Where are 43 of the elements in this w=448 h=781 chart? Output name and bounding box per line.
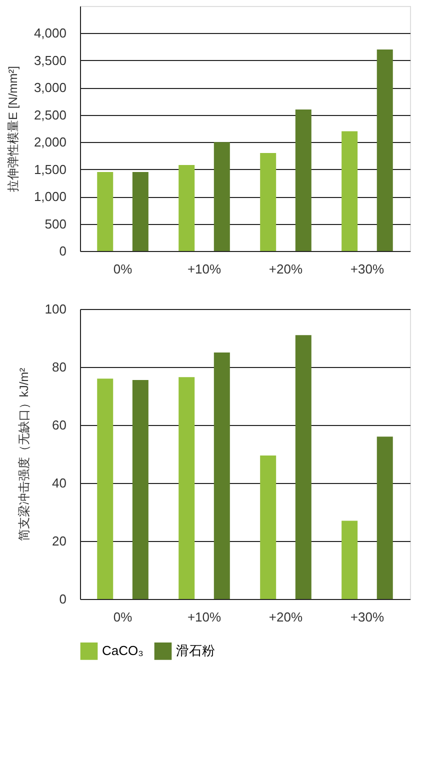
y-tick-label: 1,000 bbox=[34, 189, 66, 204]
x-tick-label: +20% bbox=[268, 610, 303, 624]
y-tick-label: 3,500 bbox=[34, 52, 66, 68]
y-tick-label: 3,000 bbox=[34, 80, 66, 96]
y-tick-label: 80 bbox=[52, 360, 66, 374]
x-tick-label: +30% bbox=[350, 610, 384, 624]
legend-label: CaCO₃ bbox=[102, 643, 144, 658]
bar bbox=[295, 109, 312, 251]
y-tick-label: 4,000 bbox=[34, 26, 66, 41]
x-tick-label: 0% bbox=[113, 262, 133, 276]
x-tick-label: 0% bbox=[113, 610, 133, 624]
bar bbox=[342, 131, 358, 251]
bar bbox=[295, 335, 312, 599]
y-tick-label: 500 bbox=[44, 216, 66, 232]
y-tick-label: 2,500 bbox=[34, 107, 66, 122]
bar bbox=[376, 50, 393, 251]
y-tick-label: 0 bbox=[59, 244, 66, 258]
x-tick-label: +10% bbox=[187, 262, 222, 276]
y-tick-label: 60 bbox=[52, 418, 66, 432]
y-tick-label: 100 bbox=[44, 302, 66, 316]
bar bbox=[132, 172, 148, 251]
bar bbox=[214, 142, 230, 251]
bar bbox=[132, 380, 148, 599]
x-tick-label: +20% bbox=[268, 262, 303, 276]
legend-label: 滑石粉 bbox=[176, 643, 215, 658]
x-tick-label: +10% bbox=[187, 610, 222, 624]
bar bbox=[178, 164, 195, 251]
bar bbox=[97, 378, 114, 599]
y-tick-label: 40 bbox=[52, 476, 66, 490]
y-axis-title: 拉伸弹性模量E [N/mm²] bbox=[6, 66, 20, 192]
y-tick-label: 20 bbox=[52, 534, 66, 548]
y-axis-title: 简支梁冲击强度（无缺口）kJ/m² bbox=[16, 368, 31, 542]
bar bbox=[342, 520, 358, 599]
x-tick-label: +30% bbox=[350, 262, 384, 276]
bar bbox=[178, 377, 195, 599]
bar bbox=[260, 153, 276, 251]
y-tick-label: 1,500 bbox=[34, 162, 66, 177]
y-tick-label: 0 bbox=[59, 592, 66, 606]
y-tick-label: 2,000 bbox=[34, 134, 66, 150]
bar bbox=[260, 455, 276, 599]
bar bbox=[214, 352, 230, 599]
bar bbox=[376, 436, 393, 599]
bar bbox=[97, 172, 114, 251]
